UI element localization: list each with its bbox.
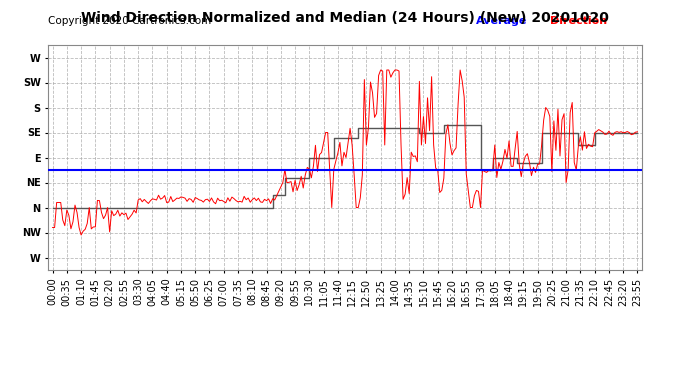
Text: Average: Average	[475, 16, 527, 26]
Text: Wind Direction Normalized and Median (24 Hours) (New) 20201020: Wind Direction Normalized and Median (24…	[81, 11, 609, 25]
Text: Direction: Direction	[550, 16, 607, 26]
Text: Copyright 2020 Cartronics.com: Copyright 2020 Cartronics.com	[48, 16, 212, 26]
